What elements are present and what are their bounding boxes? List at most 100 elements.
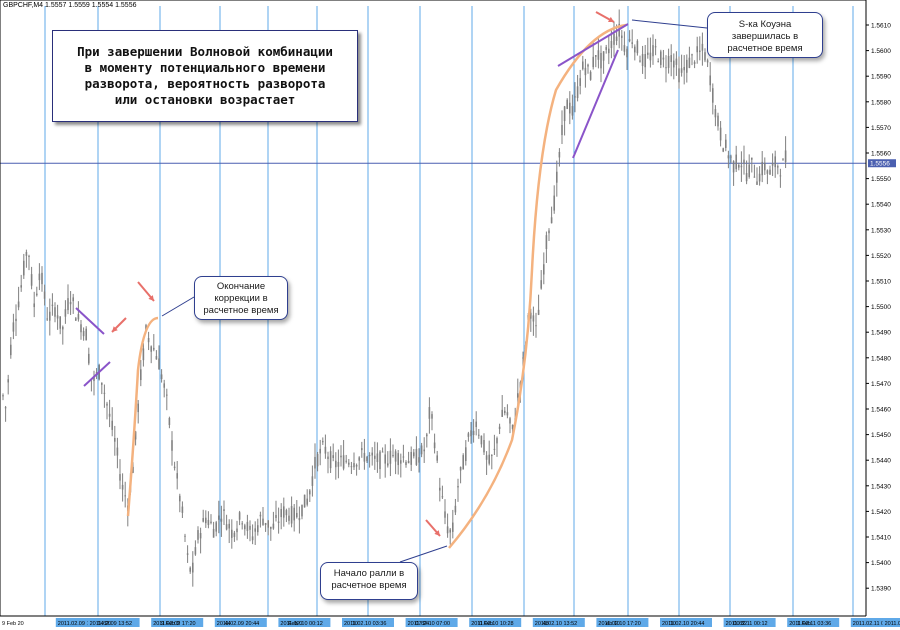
- y-tick-label: 1.5400: [871, 560, 891, 567]
- candle-body: [303, 494, 306, 508]
- candle-body: [478, 434, 480, 436]
- candle-body: [696, 46, 698, 53]
- candle-body: [103, 392, 106, 394]
- candle-body: [615, 36, 618, 41]
- candle-body: [769, 169, 771, 175]
- x-tick-label: 48: [543, 621, 549, 627]
- candle-body: [569, 102, 571, 114]
- candle-body: [285, 510, 288, 516]
- candle-body: [199, 532, 202, 539]
- candle-body: [621, 35, 623, 38]
- trend-line: [83, 361, 111, 387]
- candle-body: [407, 460, 410, 464]
- trend-line: [75, 307, 105, 335]
- candle-body: [605, 47, 607, 50]
- candle-body: [485, 455, 488, 460]
- candle-body: [179, 495, 181, 502]
- candle-body: [340, 455, 342, 458]
- candle-body: [436, 455, 438, 461]
- candle-body: [298, 518, 301, 521]
- candle-body: [173, 466, 176, 469]
- x-tick-label: 2011.02.10 17:20: [598, 621, 640, 627]
- candle-body: [46, 318, 48, 320]
- x-tick-label: 2011.02.09 20:44: [217, 621, 259, 627]
- y-tick-label: 1.5500: [871, 304, 891, 311]
- x-label-highlight: [787, 618, 840, 627]
- y-tick-label: 1.5610: [871, 23, 891, 30]
- current-price-badge: [868, 159, 896, 168]
- candle-body: [241, 523, 243, 525]
- candle-body: [493, 448, 496, 450]
- candle-body: [600, 52, 602, 69]
- candle-body: [433, 442, 436, 449]
- candle-body: [589, 71, 592, 80]
- candle-body: [337, 461, 340, 467]
- callout-connector: [399, 545, 448, 563]
- y-tick-label: 1.5470: [871, 381, 891, 388]
- candle-body: [649, 52, 652, 61]
- candle-body: [732, 161, 735, 173]
- candle-body: [777, 166, 779, 168]
- candle-body: [64, 309, 67, 317]
- candle-body: [140, 369, 142, 381]
- x-label-highlight: [596, 618, 649, 627]
- candle-body: [693, 62, 696, 64]
- candle-body: [207, 519, 210, 525]
- candle-body: [296, 512, 298, 518]
- candle-body: [111, 420, 113, 430]
- candle-body: [662, 57, 665, 60]
- candle-body: [441, 496, 444, 498]
- candle-body: [72, 297, 74, 302]
- candle-body: [459, 466, 462, 471]
- candle-body: [706, 60, 709, 63]
- candle-body: [506, 412, 509, 416]
- candle-body: [667, 56, 670, 68]
- candle-body: [680, 68, 683, 73]
- candle-body: [491, 455, 493, 457]
- y-tick-label: 1.5550: [871, 176, 891, 183]
- candle-body: [719, 127, 722, 141]
- x-tick-label: 2011.02.09 10:28: [58, 621, 100, 627]
- candle-body: [20, 285, 22, 288]
- candle-body: [95, 372, 98, 374]
- x-tick-label: eb 10: [606, 621, 620, 627]
- x-label-highlight: [532, 618, 585, 627]
- candle-body: [584, 67, 587, 76]
- candle-body: [784, 150, 787, 163]
- annotation-drawings: [75, 11, 708, 563]
- x-tick-label: 10: [670, 621, 676, 627]
- candle-body: [272, 523, 275, 529]
- candle-body: [595, 55, 597, 57]
- candle-body: [267, 520, 269, 528]
- candle-body: [158, 358, 160, 370]
- candle-body: [28, 255, 30, 257]
- candle-body: [293, 507, 295, 521]
- y-tick-label: 1.5480: [871, 355, 891, 362]
- candle-body: [654, 46, 657, 48]
- candle-body: [262, 518, 264, 525]
- candle-body: [753, 176, 756, 178]
- candle-body: [634, 46, 636, 53]
- candle-body: [423, 449, 425, 452]
- candle-body: [75, 318, 77, 321]
- candle-body: [470, 430, 472, 437]
- y-tick-label: 1.5560: [871, 151, 891, 158]
- x-tick-label: 00:32: [733, 621, 747, 627]
- candle-body: [652, 45, 654, 57]
- x-tick-label: 2011.02.10 20:44: [662, 621, 704, 627]
- candle-body: [186, 553, 189, 555]
- x-label-highlight: [87, 618, 140, 627]
- candle-body: [730, 156, 732, 158]
- candle-body: [389, 450, 392, 464]
- callout-connector: [161, 296, 195, 317]
- y-tick-label: 1.5430: [871, 483, 891, 490]
- candle-body: [405, 461, 407, 466]
- candle-body: [82, 330, 85, 337]
- candle-body: [688, 57, 691, 68]
- candle-body: [220, 518, 223, 522]
- candle-body: [444, 511, 446, 518]
- candle-body: [275, 514, 277, 518]
- candle-body: [335, 460, 337, 468]
- candle-body: [530, 312, 532, 319]
- callout-rally-start: Начало ралли в расчетное время: [320, 562, 418, 600]
